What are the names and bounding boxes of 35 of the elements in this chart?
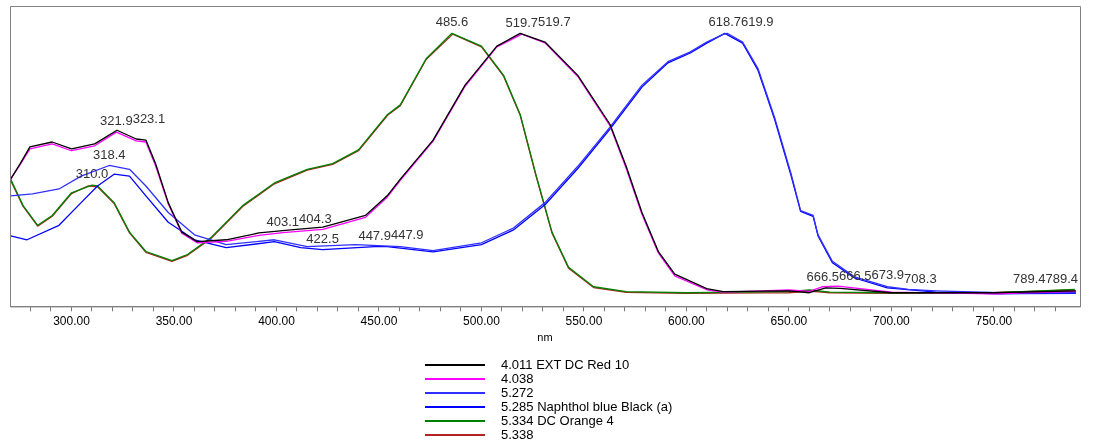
x-tick-label: 500.00 bbox=[463, 313, 501, 328]
legend-label: 4.011 EXT DC Red 10 bbox=[501, 357, 630, 372]
legend-label: 5.272 bbox=[501, 385, 534, 400]
annotation: 673.9 bbox=[871, 267, 905, 283]
annotation: 485.6 bbox=[435, 14, 469, 30]
legend-label: 5.334 DC Orange 4 bbox=[501, 413, 614, 428]
legend-label: 5.338 bbox=[501, 427, 534, 442]
annotation: 789.4 bbox=[1012, 271, 1046, 287]
annotation: 519.7 bbox=[538, 14, 571, 30]
x-tick-label: 350.00 bbox=[155, 313, 193, 328]
annotation: 403.1 bbox=[266, 213, 300, 229]
annotation: 519.7 bbox=[505, 15, 539, 31]
annotation: 323.1 bbox=[132, 111, 166, 127]
x-tick-label: 400.00 bbox=[258, 313, 296, 328]
x-tick-label: 700.00 bbox=[873, 313, 911, 328]
annotation: 318.4 bbox=[92, 146, 126, 162]
annotation: 789.4 bbox=[1045, 270, 1079, 286]
x-tick-label: 750.00 bbox=[975, 313, 1013, 328]
annotation: 321.9 bbox=[100, 113, 133, 129]
x-tick-label: 600.00 bbox=[668, 313, 706, 328]
x-axis-title: nm bbox=[537, 331, 553, 344]
legend-label: 5.285 Naphthol blue Black (a) bbox=[501, 399, 673, 414]
legend-label: 4.038 bbox=[501, 371, 534, 386]
annotation: 447.9 bbox=[390, 226, 424, 242]
annotation: 618.7 bbox=[708, 14, 742, 30]
annotation: 447.9 bbox=[358, 227, 391, 243]
x-tick-label: 300.00 bbox=[53, 313, 91, 328]
annotation: 708.3 bbox=[904, 270, 937, 286]
annotation: 666.5 bbox=[806, 268, 840, 284]
annotation: 404.3 bbox=[299, 211, 332, 227]
x-tick-label: 650.00 bbox=[770, 313, 808, 328]
x-tick-label: 550.00 bbox=[565, 313, 603, 328]
x-tick-label: 450.00 bbox=[360, 313, 398, 328]
annotation: 422.5 bbox=[306, 230, 339, 246]
annotation: 619.9 bbox=[741, 14, 774, 30]
